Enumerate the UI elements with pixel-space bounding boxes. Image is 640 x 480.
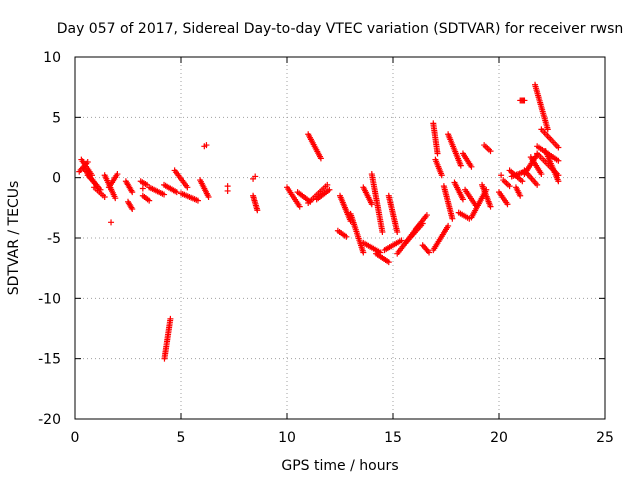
data-point [517, 192, 524, 199]
data-point [250, 175, 257, 182]
data-point [426, 249, 433, 256]
y-axis-label: SDTVAR / TECUs [6, 181, 22, 296]
data-point [129, 206, 136, 213]
y-tick-label: -15 [38, 352, 61, 368]
data-point [173, 189, 180, 196]
data-point [139, 185, 146, 192]
data-point [468, 163, 475, 170]
data-point [360, 249, 367, 256]
data-points [76, 81, 562, 362]
x-tick-label: 10 [278, 430, 296, 446]
data-point [449, 215, 456, 222]
data-point [519, 178, 526, 185]
data-point [146, 197, 153, 204]
data-point [368, 201, 375, 208]
data-point [112, 195, 119, 202]
data-point [457, 162, 464, 169]
data-point [379, 228, 386, 235]
data-point [224, 187, 231, 194]
y-tick-label: 0 [52, 171, 61, 187]
data-point [161, 191, 168, 198]
data-point [544, 126, 551, 133]
data-point [254, 207, 261, 214]
data-point [167, 315, 174, 322]
data-point [555, 178, 562, 185]
data-point [538, 171, 545, 178]
data-point [194, 197, 201, 204]
data-point [129, 189, 136, 196]
x-tick-label: 0 [71, 430, 80, 446]
data-point [438, 172, 445, 179]
y-tick-label: -5 [47, 231, 61, 247]
data-point [296, 203, 303, 210]
data-point [101, 193, 108, 200]
x-tick-label: 25 [596, 430, 614, 446]
data-point [108, 219, 115, 226]
data-point [555, 144, 562, 151]
data-point [201, 143, 208, 150]
x-axis-ticks: 0 5 10 15 20 25 [71, 57, 614, 446]
data-point [487, 203, 494, 210]
data-point [506, 183, 513, 190]
x-tick-label: 20 [490, 430, 508, 446]
data-point [504, 201, 511, 208]
data-point [385, 259, 392, 266]
data-point [317, 155, 324, 162]
x-tick-label: 15 [384, 430, 402, 446]
x-axis-label: GPS time / hours [281, 458, 398, 474]
y-axis-ticks: -20 -15 -10 -5 0 5 10 [38, 50, 605, 428]
data-point [398, 237, 405, 244]
data-point [459, 196, 466, 203]
data-point [534, 181, 541, 188]
data-point [343, 233, 350, 240]
data-point [205, 193, 212, 200]
data-point [445, 222, 452, 229]
data-point [394, 228, 401, 235]
x-tick-label: 5 [177, 430, 186, 446]
data-point [434, 150, 441, 157]
data-point [84, 158, 91, 165]
data-point [521, 97, 528, 104]
data-point [487, 148, 494, 155]
data-point [184, 184, 191, 191]
y-tick-label: 10 [43, 50, 61, 66]
y-tick-label: -20 [38, 412, 61, 428]
data-point [324, 181, 331, 188]
data-point [555, 157, 562, 164]
data-point [326, 186, 333, 193]
y-tick-label: 5 [52, 110, 61, 126]
data-point [114, 171, 121, 178]
chart-title: Day 057 of 2017, Sidereal Day-to-day VTE… [57, 21, 624, 37]
data-point [423, 212, 430, 219]
data-point [498, 172, 505, 179]
grid-lines [75, 57, 605, 419]
y-tick-label: -10 [38, 291, 61, 307]
